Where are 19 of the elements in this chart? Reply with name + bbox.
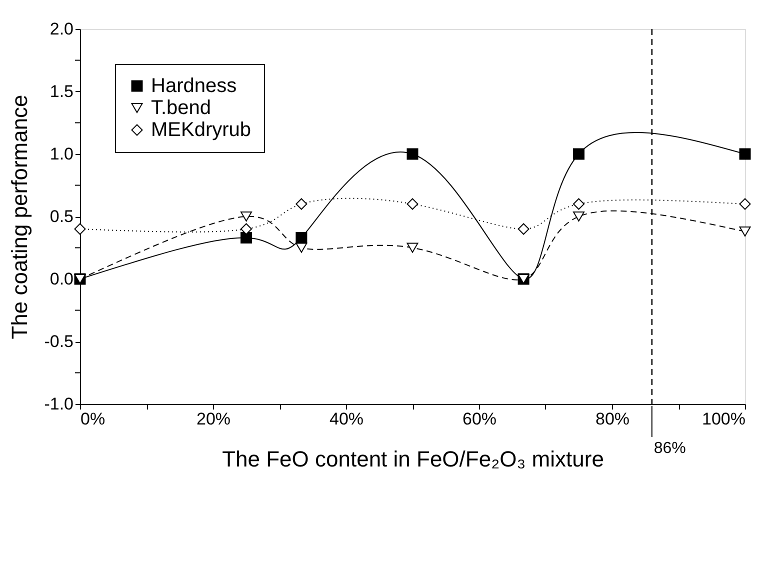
- y-tick-label: 0.0: [50, 270, 74, 288]
- x-tick-label: 60%: [462, 410, 497, 428]
- y-tick-label: -1.0: [44, 394, 74, 414]
- legend-label: MEKdryrub: [151, 119, 252, 141]
- x-tick-label: 40%: [329, 410, 364, 428]
- x-tick-label: 80%: [595, 410, 630, 428]
- legend-label: T.bend: [151, 97, 212, 119]
- ref-line-label: 86%: [654, 440, 686, 457]
- x-tick-label: 0%: [80, 410, 106, 428]
- y-axis-title: The coating performance: [7, 94, 32, 340]
- x-axis-title: The FeO content in FeO/Fe₂O₃ mixture: [222, 446, 604, 472]
- y-tick-label: 1.5: [50, 82, 74, 101]
- y-tick-label: -0.5: [44, 332, 74, 351]
- legend-label: Hardness: [151, 75, 237, 97]
- x-tick-label: 20%: [196, 410, 231, 428]
- y-tick-label: 2.0: [50, 20, 74, 38]
- x-tick-label: 100%: [702, 410, 746, 428]
- y-tick-label: 1.0: [50, 144, 74, 164]
- y-tick-label: 0.5: [50, 207, 74, 226]
